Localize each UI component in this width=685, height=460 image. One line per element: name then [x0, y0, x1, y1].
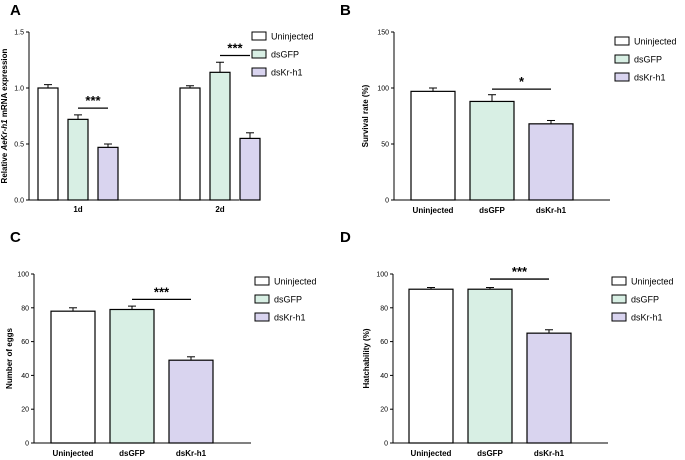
y-tick-label: 60: [380, 339, 388, 346]
legend-label: dsKr-h1: [631, 313, 663, 323]
y-tick-label: 100: [377, 86, 389, 93]
legend-label: Uninjected: [274, 277, 317, 287]
y-tick-label: 1.5: [14, 30, 24, 37]
y-tick-label: 40: [21, 373, 29, 380]
x-category-label: dsGFP: [119, 449, 145, 458]
panel-letter: B: [340, 2, 351, 19]
legend-label: dsGFP: [631, 295, 659, 305]
legend-label: Uninjected: [634, 37, 677, 47]
y-tick-label: 20: [21, 407, 29, 414]
y-tick-label: 80: [21, 305, 29, 312]
y-tick-label: 0: [384, 441, 388, 448]
bar-dsgfp: [209, 71, 231, 201]
y-tick-label: 20: [380, 407, 388, 414]
legend-swatch: [614, 54, 630, 64]
legend-swatch: [251, 31, 267, 41]
chart-panel-c: C 0 20 40 60 80 100 Number of eggs Uninjected dsG…: [5, 229, 317, 458]
y-tick-label: 1.0: [14, 86, 24, 93]
legend-swatch: [254, 294, 270, 304]
legend-label: Uninjected: [631, 277, 674, 287]
y-tick-label: 60: [21, 339, 29, 346]
legend: Uninjected dsGFP dsKr-h1: [251, 31, 314, 78]
significance-stars: ***: [227, 41, 243, 56]
bar-uninjected: [50, 310, 96, 444]
bar-dskr-h1: [528, 123, 574, 201]
legend-swatch: [614, 72, 630, 82]
y-tick-label: 150: [377, 30, 389, 37]
x-category-label: Uninjected: [413, 206, 454, 215]
bar-dsgfp: [109, 308, 155, 444]
y-tick-label: 100: [376, 272, 388, 279]
legend-swatch: [611, 294, 627, 304]
legend-label: dsKr-h1: [634, 73, 666, 83]
y-tick-label: 50: [381, 142, 389, 149]
legend-swatch: [614, 36, 630, 46]
bar-uninjected: [37, 87, 59, 201]
legend-label: dsGFP: [271, 50, 299, 60]
y-axis-label: Survival rate (%): [361, 84, 370, 147]
bar-uninjected: [179, 87, 201, 201]
y-tick-label: 0: [25, 441, 29, 448]
chart-panel-b: B 0 50 100 150 Survival rate (%) Uninjected dsG…: [340, 2, 677, 215]
x-category-label: dsKr-h1: [534, 449, 565, 458]
bar-uninjected: [410, 90, 456, 201]
panel-letter: D: [340, 229, 351, 246]
legend-swatch: [611, 312, 627, 322]
legend-swatch: [251, 49, 267, 59]
legend-swatch: [611, 276, 627, 286]
legend-swatch: [254, 312, 270, 322]
bar-dskr-h1: [526, 332, 572, 444]
chart-panel-d: D 0 20 40 60 80 100 Hatchability (%) Uninjected d…: [340, 229, 674, 458]
bar-uninjected: [408, 288, 454, 444]
bar-dsgfp: [67, 118, 89, 201]
y-tick-label: 40: [380, 373, 388, 380]
bar-dskr-h1: [168, 359, 214, 444]
x-category-label: dsGFP: [477, 449, 503, 458]
panel-letter: C: [10, 229, 21, 246]
y-axis-label: Relative AeKr-h1 mRNA expression: [0, 48, 9, 183]
x-category-label: Uninjected: [53, 449, 94, 458]
legend: Uninjected dsGFP dsKr-h1: [611, 276, 674, 323]
x-category-label: 2d: [215, 205, 224, 214]
x-category-label: dsKr-h1: [176, 449, 207, 458]
bar-dsgfp: [469, 100, 515, 201]
x-category-label: Uninjected: [411, 449, 452, 458]
bar-dskr-h1: [239, 137, 261, 201]
chart-panel-a: A 0.0 0.5 1.0 1.5 Relative AeKr-h1 mRNA expre…: [0, 2, 314, 214]
legend-label: dsKr-h1: [274, 313, 306, 323]
y-tick-label: 0.5: [14, 142, 24, 149]
y-axis-label-part: mRNA expression: [0, 48, 9, 119]
significance-stars: ***: [85, 93, 101, 108]
legend-swatch: [254, 276, 270, 286]
y-axis-label-part: Relative: [0, 151, 9, 184]
x-category-label: dsGFP: [479, 206, 505, 215]
legend-label: dsKr-h1: [271, 68, 303, 78]
legend-label: Uninjected: [271, 32, 314, 42]
y-axis-label: Number of eggs: [5, 328, 14, 389]
y-axis-label-part: AeKr-h1: [0, 119, 9, 152]
significance-stars: ***: [154, 284, 170, 299]
y-axis-label: Hatchability (%): [362, 328, 371, 388]
y-tick-label: 100: [17, 272, 29, 279]
legend-swatch: [251, 67, 267, 77]
legend: Uninjected dsGFP dsKr-h1: [254, 276, 317, 323]
legend-label: dsGFP: [634, 55, 662, 65]
legend-label: dsGFP: [274, 295, 302, 305]
significance-stars: *: [519, 74, 525, 89]
y-tick-label: 0: [385, 198, 389, 205]
legend: Uninjected dsGFP dsKr-h1: [614, 36, 677, 83]
bar-dskr-h1: [97, 146, 119, 201]
y-tick-label: 0.0: [14, 198, 24, 205]
y-tick-label: 80: [380, 305, 388, 312]
panel-letter: A: [10, 2, 21, 19]
bar-dsgfp: [467, 288, 513, 444]
x-category-label: 1d: [73, 205, 82, 214]
x-category-label: dsKr-h1: [536, 206, 567, 215]
significance-stars: ***: [512, 264, 528, 279]
